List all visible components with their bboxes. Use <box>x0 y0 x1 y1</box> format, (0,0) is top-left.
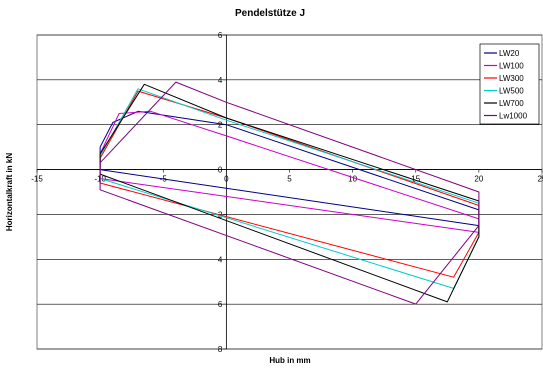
x-tick-label: 0 <box>224 175 229 184</box>
chart-title: Pendelstütze J <box>235 8 305 19</box>
series-line-lw1000 <box>99 81 480 305</box>
legend-label: LW700 <box>499 99 524 108</box>
y-tick-label: 2 <box>218 121 223 130</box>
plot-area <box>36 34 543 350</box>
y-tick-label: 0 <box>218 166 223 175</box>
legend-box <box>479 43 540 125</box>
y-tick-label: 4 <box>218 76 223 85</box>
legend-label: LW500 <box>499 87 524 96</box>
series-line-lw20 <box>99 110 480 227</box>
x-tick-label: 20 <box>474 175 483 184</box>
x-axis-label: Hub in mm <box>269 356 310 365</box>
legend-label: LW300 <box>499 74 524 83</box>
x-tick-label: 5 <box>287 175 292 184</box>
legend-label: Lw1000 <box>499 112 528 121</box>
x-tick-label: 15 <box>411 175 420 184</box>
y-tick-label: 4 <box>218 255 223 264</box>
y-tick-label: 8 <box>218 345 223 354</box>
legend: LW20 LW100 LW300 LW500 LW700 Lw1000 <box>484 49 528 121</box>
x-tick-label: 10 <box>348 175 357 184</box>
legend-label: LW20 <box>499 49 520 58</box>
y-axis-label: Horizontalkraft in kN <box>5 153 14 231</box>
y-tick-label: 6 <box>218 300 223 309</box>
x-tick-label: 25 <box>538 175 543 184</box>
series-lines <box>99 81 480 305</box>
x-tick-label: -15 <box>31 175 43 184</box>
y-tick-label: 6 <box>218 31 223 40</box>
legend-label: LW100 <box>499 62 524 71</box>
